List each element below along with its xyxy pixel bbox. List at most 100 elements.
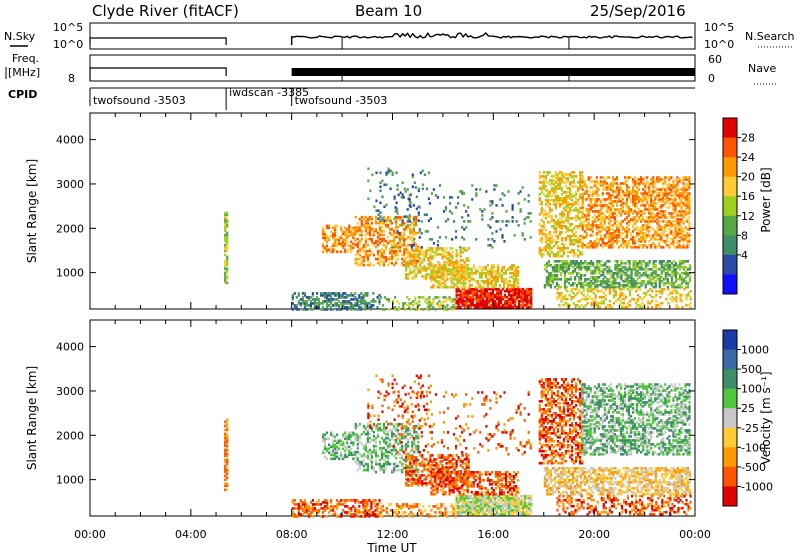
data-cell <box>354 302 357 305</box>
data-cell <box>319 302 323 305</box>
data-cell <box>556 250 560 254</box>
data-cell <box>497 297 501 301</box>
data-cell <box>556 236 560 240</box>
data-cell <box>622 293 626 297</box>
data-cell <box>674 178 677 181</box>
data-cell <box>557 285 561 289</box>
data-cell <box>596 276 599 279</box>
data-cell <box>564 197 568 200</box>
data-cell <box>540 185 543 188</box>
data-cell <box>516 287 519 291</box>
data-cell <box>664 216 667 219</box>
data-cell <box>636 278 639 281</box>
data-cell <box>346 437 349 441</box>
data-cell <box>660 272 663 275</box>
data-cell <box>419 171 422 175</box>
data-cell <box>623 202 627 205</box>
data-cell <box>447 253 450 256</box>
data-cell <box>336 455 339 459</box>
data-cell <box>461 251 464 254</box>
data-cell <box>592 270 595 273</box>
data-cell <box>613 234 616 237</box>
data-cell <box>407 243 410 247</box>
data-cell <box>656 178 659 181</box>
data-cell <box>442 278 445 281</box>
data-cell <box>440 282 443 285</box>
data-cell <box>444 296 447 299</box>
data-cell <box>625 180 629 183</box>
data-cell <box>542 227 545 230</box>
data-cell <box>566 213 570 216</box>
data-cell <box>650 282 653 285</box>
data-cell <box>305 507 308 510</box>
data-cell <box>623 242 627 245</box>
data-cell <box>516 305 519 309</box>
data-cell <box>382 233 386 237</box>
data-cell <box>323 499 327 502</box>
data-cell <box>424 230 427 233</box>
data-cell <box>346 447 349 451</box>
data-cell <box>670 190 673 193</box>
data-cell <box>323 246 327 250</box>
data-cell <box>330 302 333 305</box>
data-cell <box>402 306 405 309</box>
data-cell <box>348 511 351 514</box>
data-cell <box>630 280 633 283</box>
data-cell <box>226 255 229 259</box>
data-cell <box>463 220 466 223</box>
data-cell <box>415 267 418 270</box>
data-cell <box>403 215 406 218</box>
nsearch-tick-top: 10^5 <box>704 21 734 34</box>
data-cell <box>468 276 471 279</box>
data-cell <box>499 289 503 293</box>
data-cell <box>446 304 449 307</box>
data-cell <box>330 300 333 303</box>
data-cell <box>509 268 512 271</box>
data-cell <box>499 297 503 301</box>
data-cell <box>432 272 435 275</box>
data-cell <box>224 482 227 486</box>
data-cell <box>584 280 587 283</box>
data-cell <box>483 295 486 299</box>
data-cell <box>680 212 683 215</box>
data-cell <box>674 232 677 235</box>
data-cell <box>611 236 614 239</box>
data-cell <box>409 259 412 262</box>
data-cell <box>550 225 553 228</box>
data-cell <box>686 220 689 223</box>
data-cell <box>415 223 418 227</box>
data-cell <box>571 175 574 178</box>
data-cell <box>664 230 667 233</box>
data-cell <box>648 260 651 263</box>
data-cell <box>589 228 592 231</box>
data-cell <box>585 246 588 249</box>
data-cell <box>510 287 513 291</box>
data-cell <box>577 240 580 244</box>
data-cell <box>688 272 692 275</box>
data-cell <box>338 441 341 445</box>
data-cell <box>435 247 438 250</box>
data-cell <box>662 278 665 281</box>
data-cell <box>589 244 592 247</box>
data-cell <box>380 221 384 225</box>
data-cell <box>421 169 424 173</box>
data-cell <box>461 297 464 301</box>
data-cell <box>368 229 371 233</box>
data-cell <box>614 293 617 297</box>
data-cell <box>617 210 621 213</box>
data-cell <box>325 246 329 250</box>
data-cell <box>372 233 375 237</box>
data-cell <box>226 470 229 474</box>
data-cell <box>587 190 590 193</box>
data-cell <box>662 216 665 219</box>
data-cell <box>493 287 496 291</box>
data-cell <box>481 218 484 221</box>
data-cell <box>387 169 390 173</box>
data-cell <box>600 260 603 263</box>
data-cell <box>623 192 627 195</box>
data-cell <box>542 181 545 184</box>
data-cell <box>356 458 359 462</box>
data-cell <box>394 296 397 299</box>
data-cell <box>573 209 576 212</box>
data-cell <box>583 198 586 201</box>
